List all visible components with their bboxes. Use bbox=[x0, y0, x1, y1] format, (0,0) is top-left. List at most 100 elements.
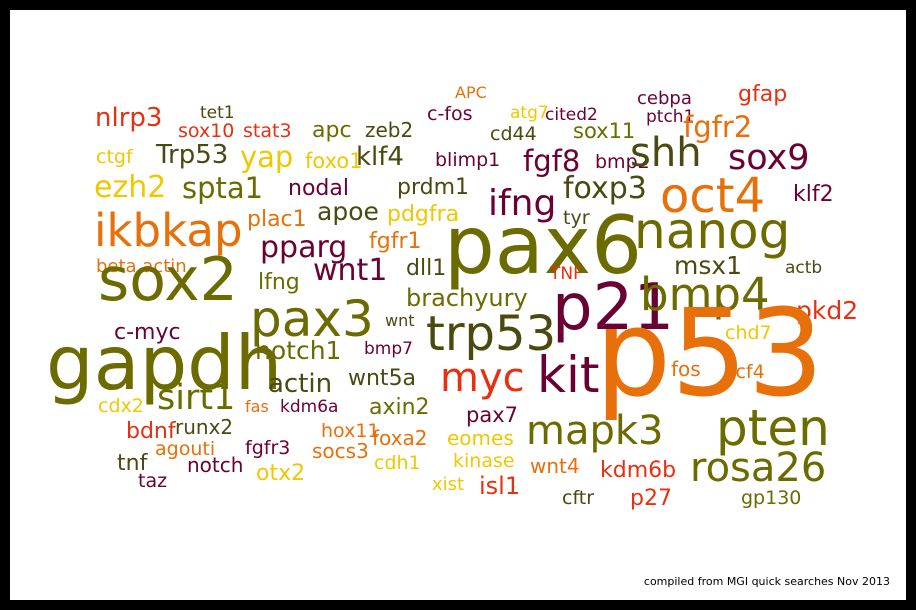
word-apoe: apoe bbox=[317, 197, 379, 226]
word-lfng: lfng bbox=[258, 270, 300, 295]
word-klf4: klf4 bbox=[356, 142, 404, 172]
word-blimp1: blimp1 bbox=[435, 149, 501, 171]
word-foxo1: foxo1 bbox=[305, 149, 363, 173]
word-pdgfra: pdgfra bbox=[387, 202, 460, 227]
word-stat3: stat3 bbox=[243, 120, 292, 142]
word-pten: pten bbox=[716, 399, 830, 457]
word-cdh1: cdh1 bbox=[374, 452, 421, 474]
word-nodal: nodal bbox=[288, 176, 349, 201]
word-pax6: pax6 bbox=[444, 199, 643, 292]
word-kdm6a: kdm6a bbox=[280, 397, 339, 417]
word-kinase: kinase bbox=[453, 450, 515, 472]
word-ikbkap: ikbkap bbox=[94, 204, 243, 257]
word-xist: xist bbox=[432, 474, 465, 495]
word-nlrp3: nlrp3 bbox=[95, 103, 163, 133]
word-mapk3: mapk3 bbox=[526, 408, 664, 454]
word-wnt: wnt bbox=[385, 311, 415, 330]
word-fgf8: fgf8 bbox=[523, 144, 581, 178]
word-apc: APC bbox=[455, 83, 487, 102]
word-rosa26: rosa26 bbox=[690, 445, 827, 491]
word-notch1: notch1 bbox=[255, 336, 342, 365]
word-klf2: klf2 bbox=[793, 182, 834, 207]
word-kdm6b: kdm6b bbox=[600, 458, 677, 483]
word-shh: shh bbox=[630, 130, 702, 176]
word-sox11: sox11 bbox=[573, 119, 636, 143]
word-c-fos: c-fos bbox=[427, 103, 473, 125]
word-bmp2: bmp2 bbox=[595, 151, 650, 173]
word-trp53: trp53 bbox=[426, 306, 557, 362]
word-bmp7: bmp7 bbox=[364, 339, 413, 359]
word-chd7: chd7 bbox=[725, 322, 772, 344]
word-nanog: nanog bbox=[634, 202, 791, 260]
word-tyr: tyr bbox=[563, 207, 590, 229]
word-cited2: cited2 bbox=[545, 105, 598, 125]
word-zeb2: zeb2 bbox=[365, 118, 414, 142]
word-myc: myc bbox=[440, 355, 525, 401]
word-bdnf: bdnf bbox=[126, 419, 176, 444]
word-cftr: cftr bbox=[562, 487, 595, 509]
word-fgfr1: fgfr1 bbox=[369, 229, 422, 254]
word-p21: p21 bbox=[552, 271, 675, 345]
word-fgfr3: fgfr3 bbox=[245, 437, 291, 459]
word-brachyury: brachyury bbox=[406, 284, 528, 312]
word-cdx2: cdx2 bbox=[98, 395, 144, 417]
word-yap: yap bbox=[240, 140, 294, 174]
word-gfap: gfap bbox=[738, 82, 788, 107]
word-tcf4: tcf4 bbox=[728, 361, 765, 383]
word-c-myc: c-myc bbox=[114, 320, 181, 345]
word-tet1: tet1 bbox=[200, 103, 235, 123]
word-p53: p53 bbox=[595, 285, 824, 424]
word-cloud: APC gfap cebpa nlrp3 tet1 c-fos atg7 cited2 ptch… bbox=[10, 10, 906, 600]
word-agouti: agouti bbox=[155, 438, 216, 460]
word-sox10: sox10 bbox=[178, 120, 235, 142]
word-ifng: ifng bbox=[488, 183, 557, 224]
word-fas: fas bbox=[245, 397, 269, 416]
word-wnt5a: wnt5a bbox=[348, 366, 417, 391]
word-cloud-panel: APC gfap cebpa nlrp3 tet1 c-fos atg7 cited2 ptch… bbox=[10, 10, 906, 600]
word-actin: actin bbox=[268, 369, 333, 399]
word-actb: actb bbox=[785, 258, 823, 278]
word-wnt4: wnt4 bbox=[530, 454, 580, 478]
word-wnt1: wnt1 bbox=[313, 253, 388, 288]
word-spta1: spta1 bbox=[182, 171, 264, 205]
word-hox11: hox11 bbox=[321, 420, 380, 442]
word-gp130: gp130 bbox=[741, 487, 802, 509]
word-beta-actin: beta actin bbox=[96, 256, 187, 277]
word-sox9: sox9 bbox=[728, 138, 810, 178]
word-pparg: pparg bbox=[260, 230, 348, 265]
word-foxa2: foxa2 bbox=[372, 426, 428, 450]
word-p27: p27 bbox=[630, 486, 672, 511]
word-msx1: msx1 bbox=[674, 251, 743, 280]
word-notch: notch bbox=[187, 453, 244, 477]
word-plac1: plac1 bbox=[247, 207, 307, 232]
word-trp53: Trp53 bbox=[156, 140, 229, 170]
word-pax3: pax3 bbox=[250, 290, 374, 348]
word-apc: apc bbox=[312, 118, 352, 143]
word-oct4: oct4 bbox=[660, 168, 766, 224]
word-otx2: otx2 bbox=[256, 461, 306, 486]
word-fos: fos bbox=[671, 357, 701, 381]
word-ptch1: ptch1 bbox=[646, 107, 695, 127]
word-sirt1: sirt1 bbox=[157, 378, 236, 418]
word-tnf: tnf bbox=[117, 451, 148, 476]
word-cd44: cd44 bbox=[490, 123, 537, 145]
word-bmp4: bmp4 bbox=[640, 268, 770, 321]
word-cebpa: cebpa bbox=[637, 88, 692, 109]
word-kit: kit bbox=[537, 346, 600, 404]
word-tnf: TNF bbox=[550, 264, 583, 284]
credit-caption: compiled from MGI quick searches Nov 201… bbox=[643, 575, 890, 588]
word-runx2: runx2 bbox=[175, 415, 234, 439]
word-ezh2: ezh2 bbox=[94, 170, 167, 205]
word-dll1: dll1 bbox=[406, 256, 447, 281]
word-isl1: isl1 bbox=[479, 472, 521, 500]
word-ctgf: ctgf bbox=[96, 146, 133, 168]
word-sox2: sox2 bbox=[98, 245, 238, 315]
word-pkd2: pkd2 bbox=[796, 296, 859, 325]
word-atg7: atg7 bbox=[510, 103, 549, 123]
word-axin2: axin2 bbox=[369, 395, 430, 420]
word-eomes: eomes bbox=[447, 426, 514, 450]
word-taz: taz bbox=[138, 470, 168, 492]
word-foxp3: foxp3 bbox=[563, 171, 647, 206]
word-pax7: pax7 bbox=[466, 403, 518, 427]
word-gapdh: gapdh bbox=[46, 319, 283, 407]
